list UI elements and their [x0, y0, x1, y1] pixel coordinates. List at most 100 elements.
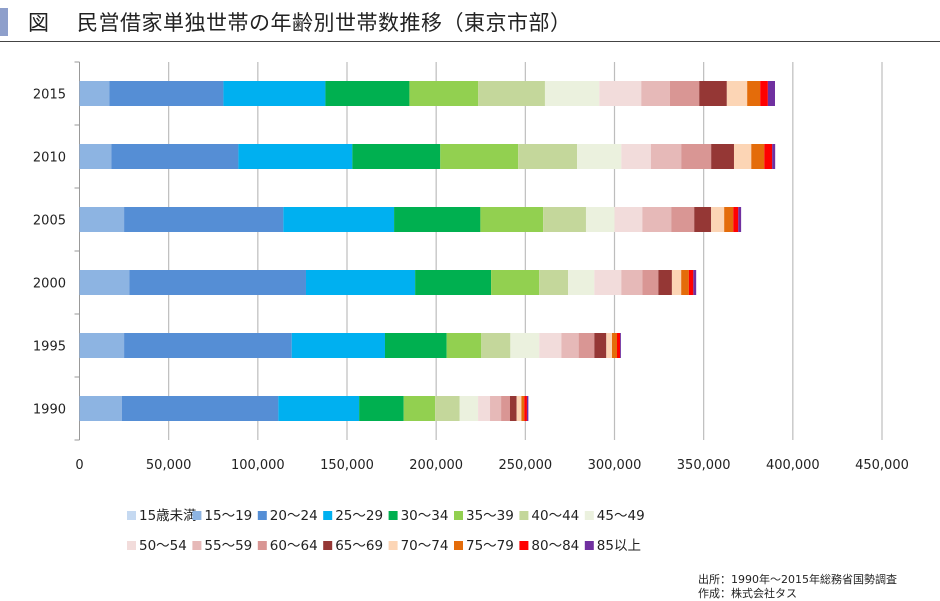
- legend-label: 20～24: [270, 508, 318, 524]
- bar-segment: [109, 81, 224, 106]
- legend-label: 45～49: [597, 508, 645, 524]
- bar-segment: [124, 333, 292, 358]
- legend-swatch: [454, 541, 463, 550]
- legend-label: 50～54: [139, 538, 187, 554]
- bar-segment: [620, 333, 621, 358]
- bar-segment: [747, 81, 761, 106]
- bar-segment: [79, 333, 125, 358]
- bar-segment: [238, 144, 353, 169]
- bar-segment: [283, 207, 395, 232]
- bar-segment: [585, 207, 615, 232]
- bar-segment: [711, 144, 734, 169]
- legend-label: 60～64: [270, 538, 318, 554]
- bar-segment: [612, 333, 617, 358]
- legend-label: 35～39: [466, 508, 514, 524]
- bar-segment: [79, 207, 125, 232]
- bar-segment: [79, 144, 112, 169]
- source-note: 出所：1990年～2015年総務省国勢調査: [698, 573, 897, 586]
- legend-label: 85以上: [597, 538, 641, 554]
- x-tick-label: 400,000: [766, 458, 820, 473]
- legend-swatch: [323, 511, 333, 520]
- bar-segment: [671, 270, 682, 295]
- bar-segment: [403, 396, 436, 421]
- bar-segment: [478, 81, 545, 106]
- legend-label: 15～19: [204, 508, 252, 524]
- bar-segment: [724, 207, 734, 232]
- bar-segment: [767, 81, 775, 106]
- x-tick-label: 0: [75, 458, 83, 473]
- bar-segment: [359, 396, 404, 421]
- bar-segment: [305, 270, 416, 295]
- bar-segment: [435, 396, 460, 421]
- legend-swatch: [192, 511, 202, 520]
- x-tick-label: 300,000: [588, 458, 642, 473]
- bar-segment: [394, 207, 481, 232]
- bar-segment: [480, 207, 544, 232]
- legend-swatch: [127, 541, 136, 550]
- bar-segment: [726, 81, 748, 106]
- figure-label: 図: [28, 11, 49, 35]
- bar-segment: [539, 270, 569, 295]
- bar-segment: [650, 144, 682, 169]
- legend-swatch: [323, 541, 333, 550]
- bar-segment: [606, 333, 613, 358]
- y-category-label: 2010: [33, 151, 66, 166]
- bar-segment: [733, 207, 739, 232]
- bar-segment: [481, 333, 511, 358]
- legend-label: 30～34: [401, 508, 449, 524]
- bar-segment: [568, 270, 595, 295]
- legend-swatch: [519, 511, 529, 520]
- bar-segment: [490, 396, 502, 421]
- bar-segment: [124, 207, 284, 232]
- x-tick-label: 50,000: [146, 458, 192, 473]
- bar-segment: [578, 333, 595, 358]
- bar-segment: [79, 396, 122, 421]
- bar-segment: [616, 333, 621, 358]
- bar-segment: [521, 396, 525, 421]
- bar-segment: [669, 81, 700, 106]
- bar-segment: [764, 144, 773, 169]
- legend-label: 15歳未満: [139, 508, 197, 524]
- bar-segment: [543, 207, 586, 232]
- legend-swatch: [454, 511, 463, 520]
- legend-label: 75～79: [466, 538, 514, 554]
- bar-segment: [524, 396, 527, 421]
- legend-swatch: [257, 541, 267, 550]
- bar-segment: [577, 144, 622, 169]
- bar-segment: [772, 144, 776, 169]
- legend-label: 70～74: [401, 538, 449, 554]
- y-category-label: 1990: [33, 403, 66, 418]
- bar-segment: [681, 144, 712, 169]
- title-accent-bar: [0, 8, 8, 36]
- legend-label: 80～84: [531, 538, 579, 554]
- x-tick-label: 200,000: [409, 458, 463, 473]
- legend-swatch: [584, 511, 594, 520]
- legend-label: 55～59: [204, 538, 252, 554]
- y-category-label: 1995: [33, 340, 66, 355]
- bar-segment: [699, 81, 727, 106]
- bar-segment: [642, 270, 659, 295]
- bar-segment: [694, 207, 712, 232]
- bar-segment: [642, 207, 672, 232]
- legend-label: 40～44: [531, 508, 579, 524]
- bar-segment: [641, 81, 670, 106]
- bar-segment: [760, 81, 768, 106]
- legend-label: 25～29: [335, 508, 383, 524]
- legend-swatch: [388, 541, 398, 550]
- legend-swatch: [257, 511, 267, 520]
- bar-segment: [129, 270, 306, 295]
- bar-segment: [594, 333, 607, 358]
- bar-segment: [671, 207, 695, 232]
- x-tick-label: 450,000: [855, 458, 909, 473]
- bar-segment: [621, 270, 643, 295]
- x-tick-label: 350,000: [677, 458, 731, 473]
- bar-segment: [693, 270, 697, 295]
- bar-segment: [738, 207, 742, 232]
- bar-segment: [501, 396, 510, 421]
- x-tick-label: 100,000: [231, 458, 285, 473]
- legend-swatch: [127, 511, 136, 520]
- legend-swatch: [584, 541, 594, 550]
- bar-segment: [440, 144, 519, 169]
- credit-note: 作成：株式会社タス: [698, 587, 797, 600]
